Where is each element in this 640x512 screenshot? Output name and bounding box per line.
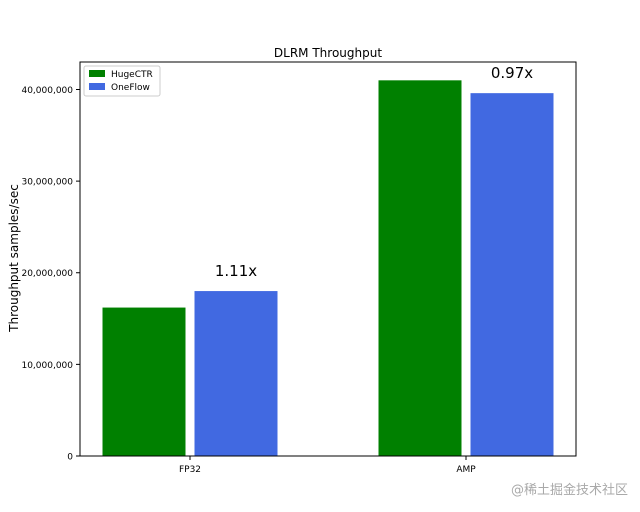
y-axis-label: Throughput samples/sec [7, 184, 21, 333]
plot-area: 1.11x 0.97x 0 10,000,000 20,000,000 30,000,00… [21, 61, 577, 475]
y-tick-label: 10,000,000 [21, 361, 73, 371]
watermark: @稀土掘金技术社区 [510, 483, 628, 498]
plot-frame [79, 61, 577, 457]
legend-swatch-oneflow [89, 83, 105, 90]
y-tick-label: 30,000,000 [21, 178, 73, 188]
legend: HugeCTR OneFlow [83, 65, 161, 97]
y-tick-label: 0 [67, 453, 73, 463]
legend-label-oneflow: OneFlow [111, 83, 150, 93]
bar-hugectr-amp [378, 80, 462, 456]
x-tick-label: AMP [456, 465, 476, 475]
x-tick-label: FP32 [179, 465, 201, 475]
y-tick-label: 20,000,000 [21, 269, 73, 279]
legend-swatch-hugectr [89, 70, 105, 77]
bar-oneflow-fp32 [194, 291, 278, 456]
bar-oneflow-amp [470, 93, 554, 456]
legend-label-hugectr: HugeCTR [111, 70, 153, 80]
y-tick-label: 40,000,000 [21, 86, 73, 96]
ratio-label-fp32: 1.11x [215, 262, 257, 280]
chart-title: DLRM Throughput [274, 46, 382, 60]
bar-hugectr-fp32 [102, 307, 186, 456]
ratio-label-amp: 0.97x [491, 64, 533, 82]
